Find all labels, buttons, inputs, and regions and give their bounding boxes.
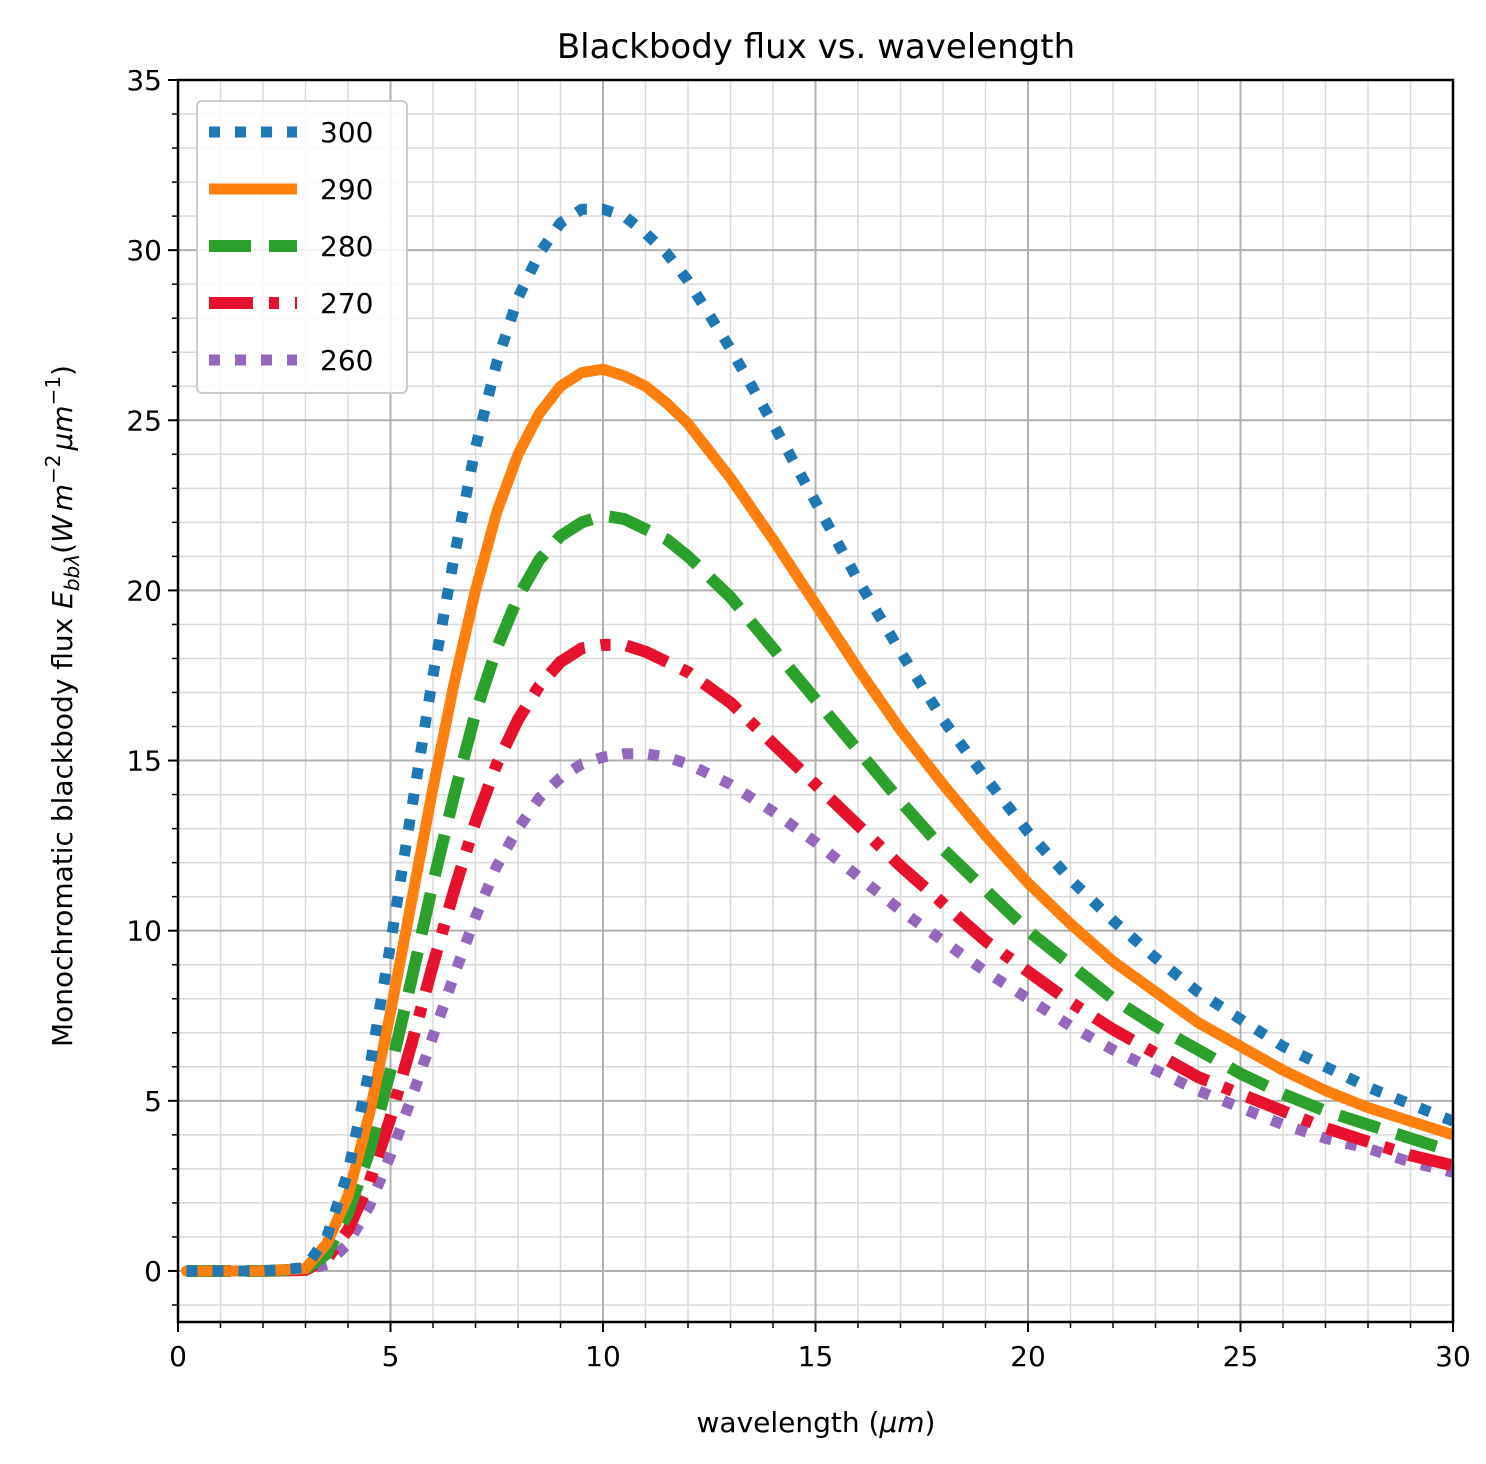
y-tick-label: 15 (126, 745, 162, 778)
y-axis-label-prefix: Monochromatic blackbody flux (46, 609, 79, 1047)
y-tick-label: 25 (126, 404, 162, 437)
y-axis-label-exp1: −2 (41, 455, 65, 484)
x-axis-label-suffix: ) (925, 1406, 936, 1439)
y-axis-label-close: ) (46, 365, 79, 376)
x-tick-label: 5 (382, 1340, 400, 1373)
x-tick-label: 30 (1435, 1340, 1471, 1373)
y-tick-label: 20 (126, 574, 162, 607)
y-axis-label-w: W (46, 514, 79, 543)
y-axis-label-e: E (46, 591, 79, 609)
series-line-300 (186, 203, 1453, 1277)
legend-label-300: 300 (320, 116, 373, 149)
legend-label-280: 280 (320, 230, 373, 263)
x-tick-label: 15 (798, 1340, 834, 1373)
y-axis-label: Monochromatic blackbody flux Ebbλ(Wm−2 μm… (41, 365, 84, 1047)
series-line-270 (186, 638, 1453, 1277)
x-axis-label-unit: μm (878, 1406, 924, 1439)
y-axis-label-m: m (46, 484, 79, 511)
x-axis-label-prefix: wavelength ( (697, 1406, 880, 1439)
x-axis-label: wavelength (μm) (697, 1406, 936, 1439)
chart-title: Blackbody flux vs. wavelength (557, 27, 1075, 67)
legend-label-290: 290 (320, 173, 373, 206)
legend: 300 290 280 270 260 (196, 100, 408, 394)
x-tick-label: 25 (1223, 1340, 1259, 1373)
legend-label-260: 260 (320, 344, 373, 377)
y-axis-label-open: ( (46, 543, 79, 554)
x-tick-label: 10 (585, 1340, 621, 1373)
y-tick-label: 30 (126, 234, 162, 267)
y-axis-label-subscript: bbλ (60, 554, 84, 591)
legend-label-270: 270 (320, 287, 373, 320)
y-tick-label: 10 (126, 915, 162, 948)
series-line-260 (186, 748, 1453, 1277)
series-line-290 (181, 363, 1453, 1277)
series-layer (181, 203, 1453, 1277)
ticks-layer (168, 79, 1454, 1332)
y-tick-label: 35 (126, 64, 162, 97)
legend-box (196, 100, 408, 394)
y-tick-label: 5 (144, 1085, 162, 1118)
y-tick-label: 0 (144, 1255, 162, 1288)
y-axis-label-exp2: −1 (41, 376, 65, 405)
y-axis-label-um: μm (46, 405, 79, 451)
x-tick-label: 0 (169, 1340, 187, 1373)
x-tick-label: 20 (1010, 1340, 1046, 1373)
